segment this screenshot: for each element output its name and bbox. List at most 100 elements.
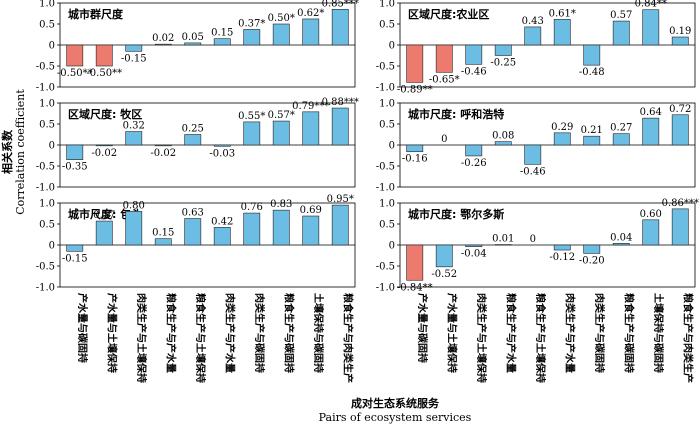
y-axis-title-en: Correlation coefficient — [14, 89, 27, 215]
bar — [213, 38, 231, 46]
y-tick-label: 0 — [49, 241, 55, 252]
bar — [553, 19, 571, 46]
bar — [494, 141, 512, 146]
y-tick-label: 1.0 — [379, 199, 395, 210]
y-tick-label: 0 — [49, 141, 55, 152]
bar — [95, 144, 113, 147]
x-category-label: 粮食生产与碳固持 — [282, 293, 295, 373]
bar-value-label: 0.61* — [549, 8, 576, 19]
y-tick-label: 0.5 — [379, 20, 395, 31]
bar-value-label: 0.50* — [268, 13, 295, 24]
y-tick-label: 0 — [49, 41, 55, 52]
bar — [642, 9, 660, 46]
bar-value-label: 0.88*** — [322, 97, 359, 108]
bar — [612, 133, 630, 146]
bar — [125, 44, 143, 52]
bar-value-label: 0.32 — [123, 121, 145, 132]
bar — [612, 243, 630, 246]
x-category-label: 肉类生产与土壤保持 — [475, 293, 488, 383]
bar — [494, 244, 512, 246]
y-tick-label: 0 — [389, 141, 395, 152]
chart-panel-6: -1.0 -0.5 0 0.5 1.0 城市尺度: 鄂尔多斯 -0.84** -0.52 -0.… — [376, 198, 699, 294]
bar-value-label: 0.42 — [211, 216, 233, 227]
bar-value-label: -0.46 — [461, 66, 487, 77]
bar — [154, 144, 172, 147]
bar — [213, 144, 231, 147]
x-category-label: 粮食生产与土壤保持 — [534, 293, 547, 383]
bar-value-label: -0.02 — [91, 148, 117, 159]
y-tick-label: 1.0 — [39, 199, 55, 210]
y-axis-title-cn: 相关系数 — [0, 129, 14, 174]
bar-value-label: 0.83 — [270, 199, 292, 210]
bar — [331, 9, 349, 46]
bar — [272, 120, 290, 146]
bar-value-label: -0.65* — [429, 74, 460, 85]
panel-title: 城市尺度: 包头 — [68, 207, 142, 221]
bar-value-label: 0.79*** — [292, 101, 329, 112]
bar-value-label: 0.15 — [211, 28, 233, 39]
bar-value-label: 0.04 — [610, 232, 632, 243]
bar-value-label: -0.89** — [397, 84, 433, 95]
x-category-label: 粮食生产与肉类生产 — [681, 293, 694, 383]
y-tick-label: -1.0 — [36, 83, 55, 94]
bar-value-label: 0.27 — [610, 123, 632, 134]
x-category-label: 土壤保持与碳固持 — [312, 293, 325, 373]
bar-value-label: -0.12 — [549, 252, 575, 263]
chart-panel-5: -1.0 -0.5 0 0.5 1.0 城市尺度: 包头 -0.15 0.57 0.80 0.15… — [36, 194, 356, 294]
x-category-label: 产水量与碳固持 — [76, 293, 89, 363]
x-category-label: 产水量与土壤保持 — [105, 293, 118, 373]
y-tick-label: 1.0 — [39, 99, 55, 110]
x-category-label: 肉类生产与碳固持 — [593, 293, 606, 373]
y-tick-label: -0.5 — [376, 162, 395, 173]
bar — [642, 219, 660, 246]
bar-value-label: 0.57 — [93, 210, 115, 221]
x-category-label: 粮食生产与产水量 — [504, 293, 517, 373]
y-tick-label: 0.5 — [39, 220, 55, 231]
y-tick-label: 0.5 — [39, 120, 55, 131]
panel-title: 城市尺度: 鄂尔多斯 — [408, 207, 504, 221]
bar — [272, 23, 290, 46]
bar-value-label: 0.21 — [581, 125, 603, 136]
x-category-label: 粮食生产与碳固持 — [622, 293, 635, 373]
bar — [302, 111, 320, 146]
bar-value-label: 0.57 — [610, 10, 632, 21]
y-tick-label: -0.5 — [36, 162, 55, 173]
chart-panel-1: -1.0 -0.5 0 0.5 1.0 城市群尺度 -0.50**-0.50** -0.15 0… — [36, 0, 359, 94]
bar-value-label: -0.50** — [57, 68, 93, 79]
y-tick-label: 0.5 — [379, 120, 395, 131]
bar-value-label: 0.25 — [182, 124, 204, 135]
bar — [95, 44, 113, 67]
bar-value-label: -0.50** — [86, 68, 122, 79]
x-category-label: 肉类生产与碳固持 — [253, 293, 266, 373]
x-category-label: 粮食生产与肉类生产 — [341, 293, 354, 383]
y-tick-label: -0.5 — [376, 262, 395, 273]
bar-value-label: -0.02 — [150, 148, 176, 159]
bar — [184, 218, 202, 246]
bar — [243, 29, 261, 46]
bar-value-label: -0.35 — [62, 162, 88, 173]
y-tick-label: 1.0 — [39, 0, 55, 10]
bar-value-label: 0.76 — [241, 202, 263, 213]
bar — [671, 208, 689, 246]
x-axis-title-en: Pairs of ecosystem services — [319, 411, 472, 424]
bar — [66, 244, 84, 252]
bar-value-label: 0.29 — [551, 122, 573, 133]
x-category-label: 肉类生产与产水量 — [223, 293, 236, 373]
bar — [66, 144, 84, 160]
y-axis-title-group: 相关系数 Correlation coefficient — [0, 89, 27, 215]
bar — [154, 43, 172, 46]
bar-value-label: 0.55* — [238, 111, 265, 122]
bar — [524, 26, 542, 46]
bar — [302, 18, 320, 46]
bar — [494, 44, 512, 56]
bar-value-label: 0.60 — [640, 209, 662, 220]
y-tick-label: -0.5 — [376, 62, 395, 73]
bar — [671, 36, 689, 46]
bar-value-label: 0.80 — [123, 200, 145, 211]
x-category-labels: 产水量与碳固持 产水量与土壤保持 肉类生产与土壤保持 粮食生产与产水量 粮食生产与土壤保… — [76, 293, 695, 383]
x-category-label: 肉类生产与产水量 — [563, 293, 576, 373]
bar-value-label: -0.04 — [461, 249, 487, 260]
bar-value-label: -0.84** — [397, 282, 433, 293]
chart-panels: -1.0 -0.5 0 0.5 1.0 城市群尺度 -0.50**-0.50** -0.15 0… — [36, 0, 699, 294]
